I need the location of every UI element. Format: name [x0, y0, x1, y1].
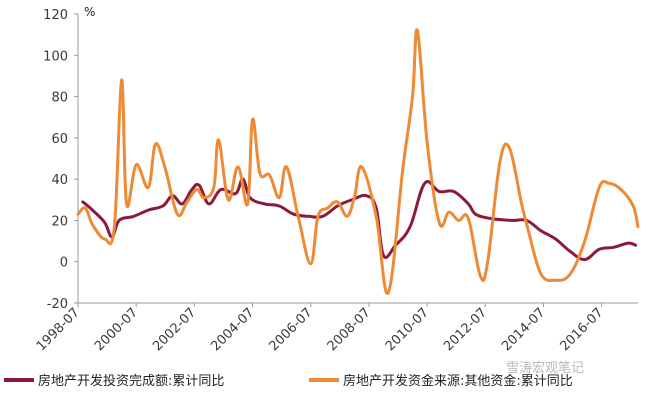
- series-line-2: [76, 28, 640, 295]
- y-unit-label: %: [84, 5, 95, 19]
- x-tick-label: 1998-07: [34, 305, 83, 354]
- x-tick-label: 2008-07: [325, 305, 374, 354]
- legend-label-series1: 房地产开发投资完成额:累计同比: [38, 373, 224, 389]
- y-tick-label: -20: [47, 297, 68, 312]
- y-tick-label: 80: [51, 91, 68, 106]
- series-line-1: [81, 177, 638, 262]
- x-tick-label: 2002-07: [150, 305, 199, 354]
- y-tick-label: 60: [51, 132, 68, 147]
- y-tick-label: 20: [51, 214, 68, 229]
- x-tick-label: 2010-07: [383, 305, 432, 354]
- x-axis: 1998-07 2000-07 2002-07 2004-07 2006-07 2008-…: [34, 302, 638, 354]
- series-layer: [76, 28, 640, 295]
- y-tick-label: 0: [60, 256, 68, 271]
- y-tick-label: 40: [51, 173, 68, 188]
- y-tick-label: 100: [43, 49, 68, 64]
- x-tick-label: 2004-07: [208, 305, 257, 354]
- watermark: 雪涛宏观笔记: [506, 360, 584, 376]
- y-tick-label: 120: [43, 8, 68, 23]
- legend: 房地产开发投资完成额:累计同比 房地产开发资金来源:其他资金:累计同比: [4, 373, 573, 389]
- x-tick-label: 2006-07: [267, 305, 316, 354]
- legend-label-series2: 房地产开发资金来源:其他资金:累计同比: [343, 373, 573, 389]
- x-tick-label: 2016-07: [557, 305, 606, 354]
- x-tick-label: 2014-07: [499, 305, 548, 354]
- x-tick-label: 2000-07: [92, 305, 141, 354]
- y-axis: -20 0 20 40 60 80 100 120: [43, 8, 79, 312]
- x-tick-label: 2012-07: [441, 305, 490, 354]
